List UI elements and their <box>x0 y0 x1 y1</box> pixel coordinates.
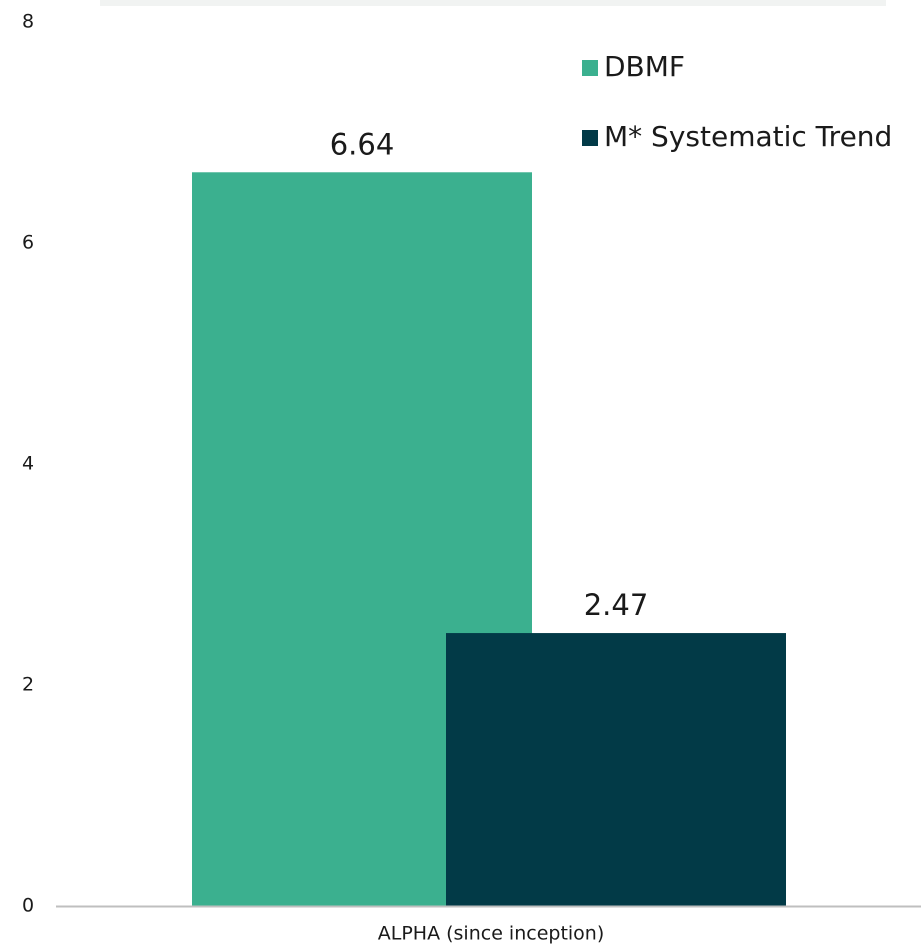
data-label: 2.47 <box>584 588 649 622</box>
bar-m-systematic-trend <box>446 633 786 906</box>
legend-swatch <box>582 60 598 76</box>
y-tick-label: 2 <box>22 674 34 696</box>
data-label: 6.64 <box>330 127 395 161</box>
y-tick-label: 0 <box>22 895 34 917</box>
legend-item-label: DBMF <box>604 50 685 83</box>
legend-item-label: M* Systematic Trend <box>604 120 892 153</box>
y-tick-label: 8 <box>22 11 34 33</box>
legend: DBMF M* Systematic Trend <box>582 50 892 153</box>
y-tick-label: 6 <box>22 232 34 254</box>
y-tick-label: 4 <box>22 453 34 475</box>
plot-area: 0 2 4 6 8 6.64 2.47 ALPHA (since inception) <box>22 11 921 945</box>
top-band <box>100 0 886 6</box>
legend-swatch <box>582 130 598 146</box>
x-category-label: ALPHA (since inception) <box>378 923 605 945</box>
